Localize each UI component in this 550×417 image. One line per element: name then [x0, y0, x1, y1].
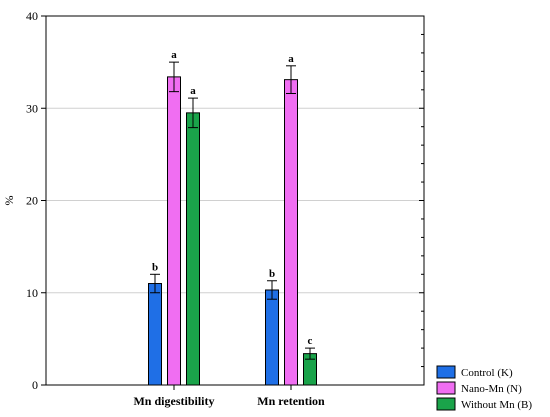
legend-label-2: Without Mn (B): [461, 399, 532, 411]
legend-label-0: Control (K): [461, 367, 513, 379]
legend-swatch-1: [436, 381, 456, 395]
significance-label-2-0: a: [190, 85, 196, 97]
bar-1-0: [167, 76, 181, 386]
significance-label-1-1: a: [288, 53, 294, 65]
significance-label-2-1: c: [308, 335, 313, 347]
legend-label-1: Nano-Mn (N): [461, 383, 522, 395]
legend-swatch-2: [436, 397, 456, 411]
y-tick-label-0: 0: [32, 378, 38, 392]
x-tick-label-1: Mn retention: [257, 394, 325, 408]
x-tick-label-0: Mn digestibility: [133, 394, 214, 408]
significance-label-1-0: a: [171, 49, 177, 61]
bar-2-0: [186, 112, 200, 386]
y-tick-label-40: 40: [26, 9, 38, 23]
significance-label-0-1: b: [269, 268, 275, 280]
legend-swatch-0: [436, 365, 456, 379]
y-axis-label: %: [2, 196, 16, 206]
significance-label-0-0: b: [152, 261, 158, 273]
y-tick-label-30: 30: [26, 101, 38, 115]
y-tick-label-10: 10: [26, 286, 38, 300]
bar-0-0: [148, 283, 162, 386]
y-tick-label-20: 20: [26, 194, 38, 208]
bar-1-1: [284, 79, 298, 386]
bar-0-1: [265, 289, 279, 386]
